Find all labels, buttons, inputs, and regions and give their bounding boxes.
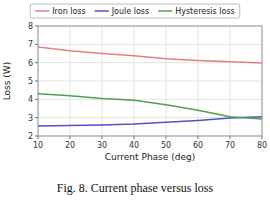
y-tick-label: 8 — [28, 22, 33, 31]
legend: Iron loss Joule loss Hysteresis loss — [30, 4, 239, 18]
series-line — [38, 47, 262, 63]
legend-swatch — [95, 10, 109, 12]
legend-frame — [30, 4, 239, 18]
y-tick-label: 3 — [28, 114, 33, 123]
x-tick-label: 70 — [225, 141, 235, 150]
legend-label: Hysteresis loss — [175, 7, 235, 16]
legend-swatch — [35, 10, 49, 12]
x-tick-label: 30 — [97, 141, 107, 150]
y-grid-line — [38, 99, 262, 100]
x-tick-label: 60 — [193, 141, 203, 150]
x-tick-label: 80 — [257, 141, 267, 150]
y-tick-label: 7 — [28, 40, 33, 49]
legend-label: Joule loss — [111, 7, 149, 16]
legend-swatch — [158, 10, 172, 12]
plot-frame — [38, 26, 262, 136]
series-line — [38, 117, 262, 126]
legend-item: Iron loss — [35, 7, 85, 16]
series-line — [38, 94, 262, 119]
x-tick-label: 50 — [161, 141, 171, 150]
series-group — [38, 47, 262, 126]
y-tick-label: 2 — [28, 132, 33, 141]
plot-area — [38, 26, 262, 136]
legend-item: Joule loss — [95, 7, 149, 16]
y-grid-line — [38, 81, 262, 82]
y-tick-label: 6 — [28, 59, 33, 68]
x-tick-label: 40 — [129, 141, 139, 150]
grid — [38, 26, 262, 136]
x-tick-label: 20 — [65, 141, 75, 150]
x-tick-label: 10 — [33, 141, 43, 150]
chart: 10 20 30 40 50 60 70 80 2 3 4 5 6 7 8 Current Phase (de… — [0, 0, 270, 200]
y-tick-label: 4 — [28, 95, 33, 104]
legend-item: Hysteresis loss — [158, 7, 235, 16]
y-tick-label: 5 — [28, 77, 33, 86]
title: Fig. 8. Current phase versus loss — [57, 181, 214, 195]
y-grid-line — [38, 44, 262, 45]
x-axis-label: Current Phase (deg) — [105, 152, 195, 162]
legend-label: Iron loss — [52, 7, 85, 16]
y-axis-label: Loss (W) — [2, 62, 12, 101]
